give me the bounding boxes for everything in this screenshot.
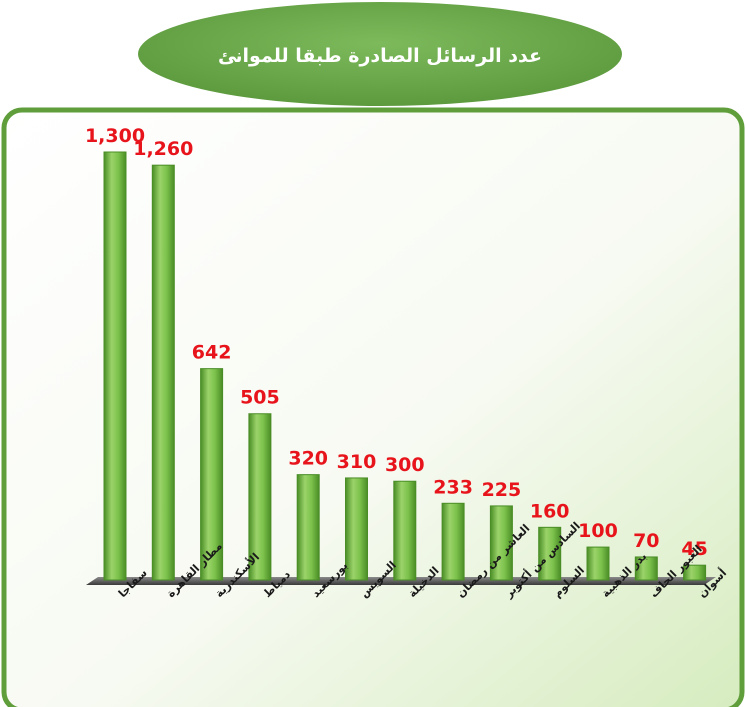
- value-label: 70: [633, 530, 659, 552]
- chart-title: عدد الرسائل الصادرة طبقا للموانئ: [218, 45, 542, 67]
- bar: [103, 151, 127, 581]
- value-label: 225: [482, 479, 522, 501]
- bar: [296, 474, 320, 581]
- value-label: 320: [288, 448, 328, 470]
- bar: [683, 564, 707, 581]
- value-label: 300: [385, 454, 425, 476]
- bar: [538, 526, 562, 581]
- bar: [345, 477, 368, 581]
- bar: [586, 546, 610, 581]
- value-label: 1,260: [133, 138, 193, 160]
- bar: [634, 556, 658, 581]
- value-label: 160: [530, 500, 570, 522]
- value-label: 45: [681, 538, 707, 560]
- bar: [200, 368, 224, 581]
- title-banner: [138, 2, 622, 106]
- value-label: 100: [578, 520, 618, 542]
- bars-layer: [103, 151, 707, 581]
- value-label: 233: [433, 476, 473, 498]
- value-label: 642: [192, 342, 232, 364]
- value-label: 310: [337, 451, 377, 473]
- bar: [393, 480, 417, 581]
- value-label: 505: [240, 387, 280, 409]
- bar: [441, 502, 465, 581]
- value-label: 1,300: [85, 125, 145, 147]
- bar: [248, 413, 272, 581]
- bar: [151, 164, 175, 581]
- bar: [489, 505, 513, 581]
